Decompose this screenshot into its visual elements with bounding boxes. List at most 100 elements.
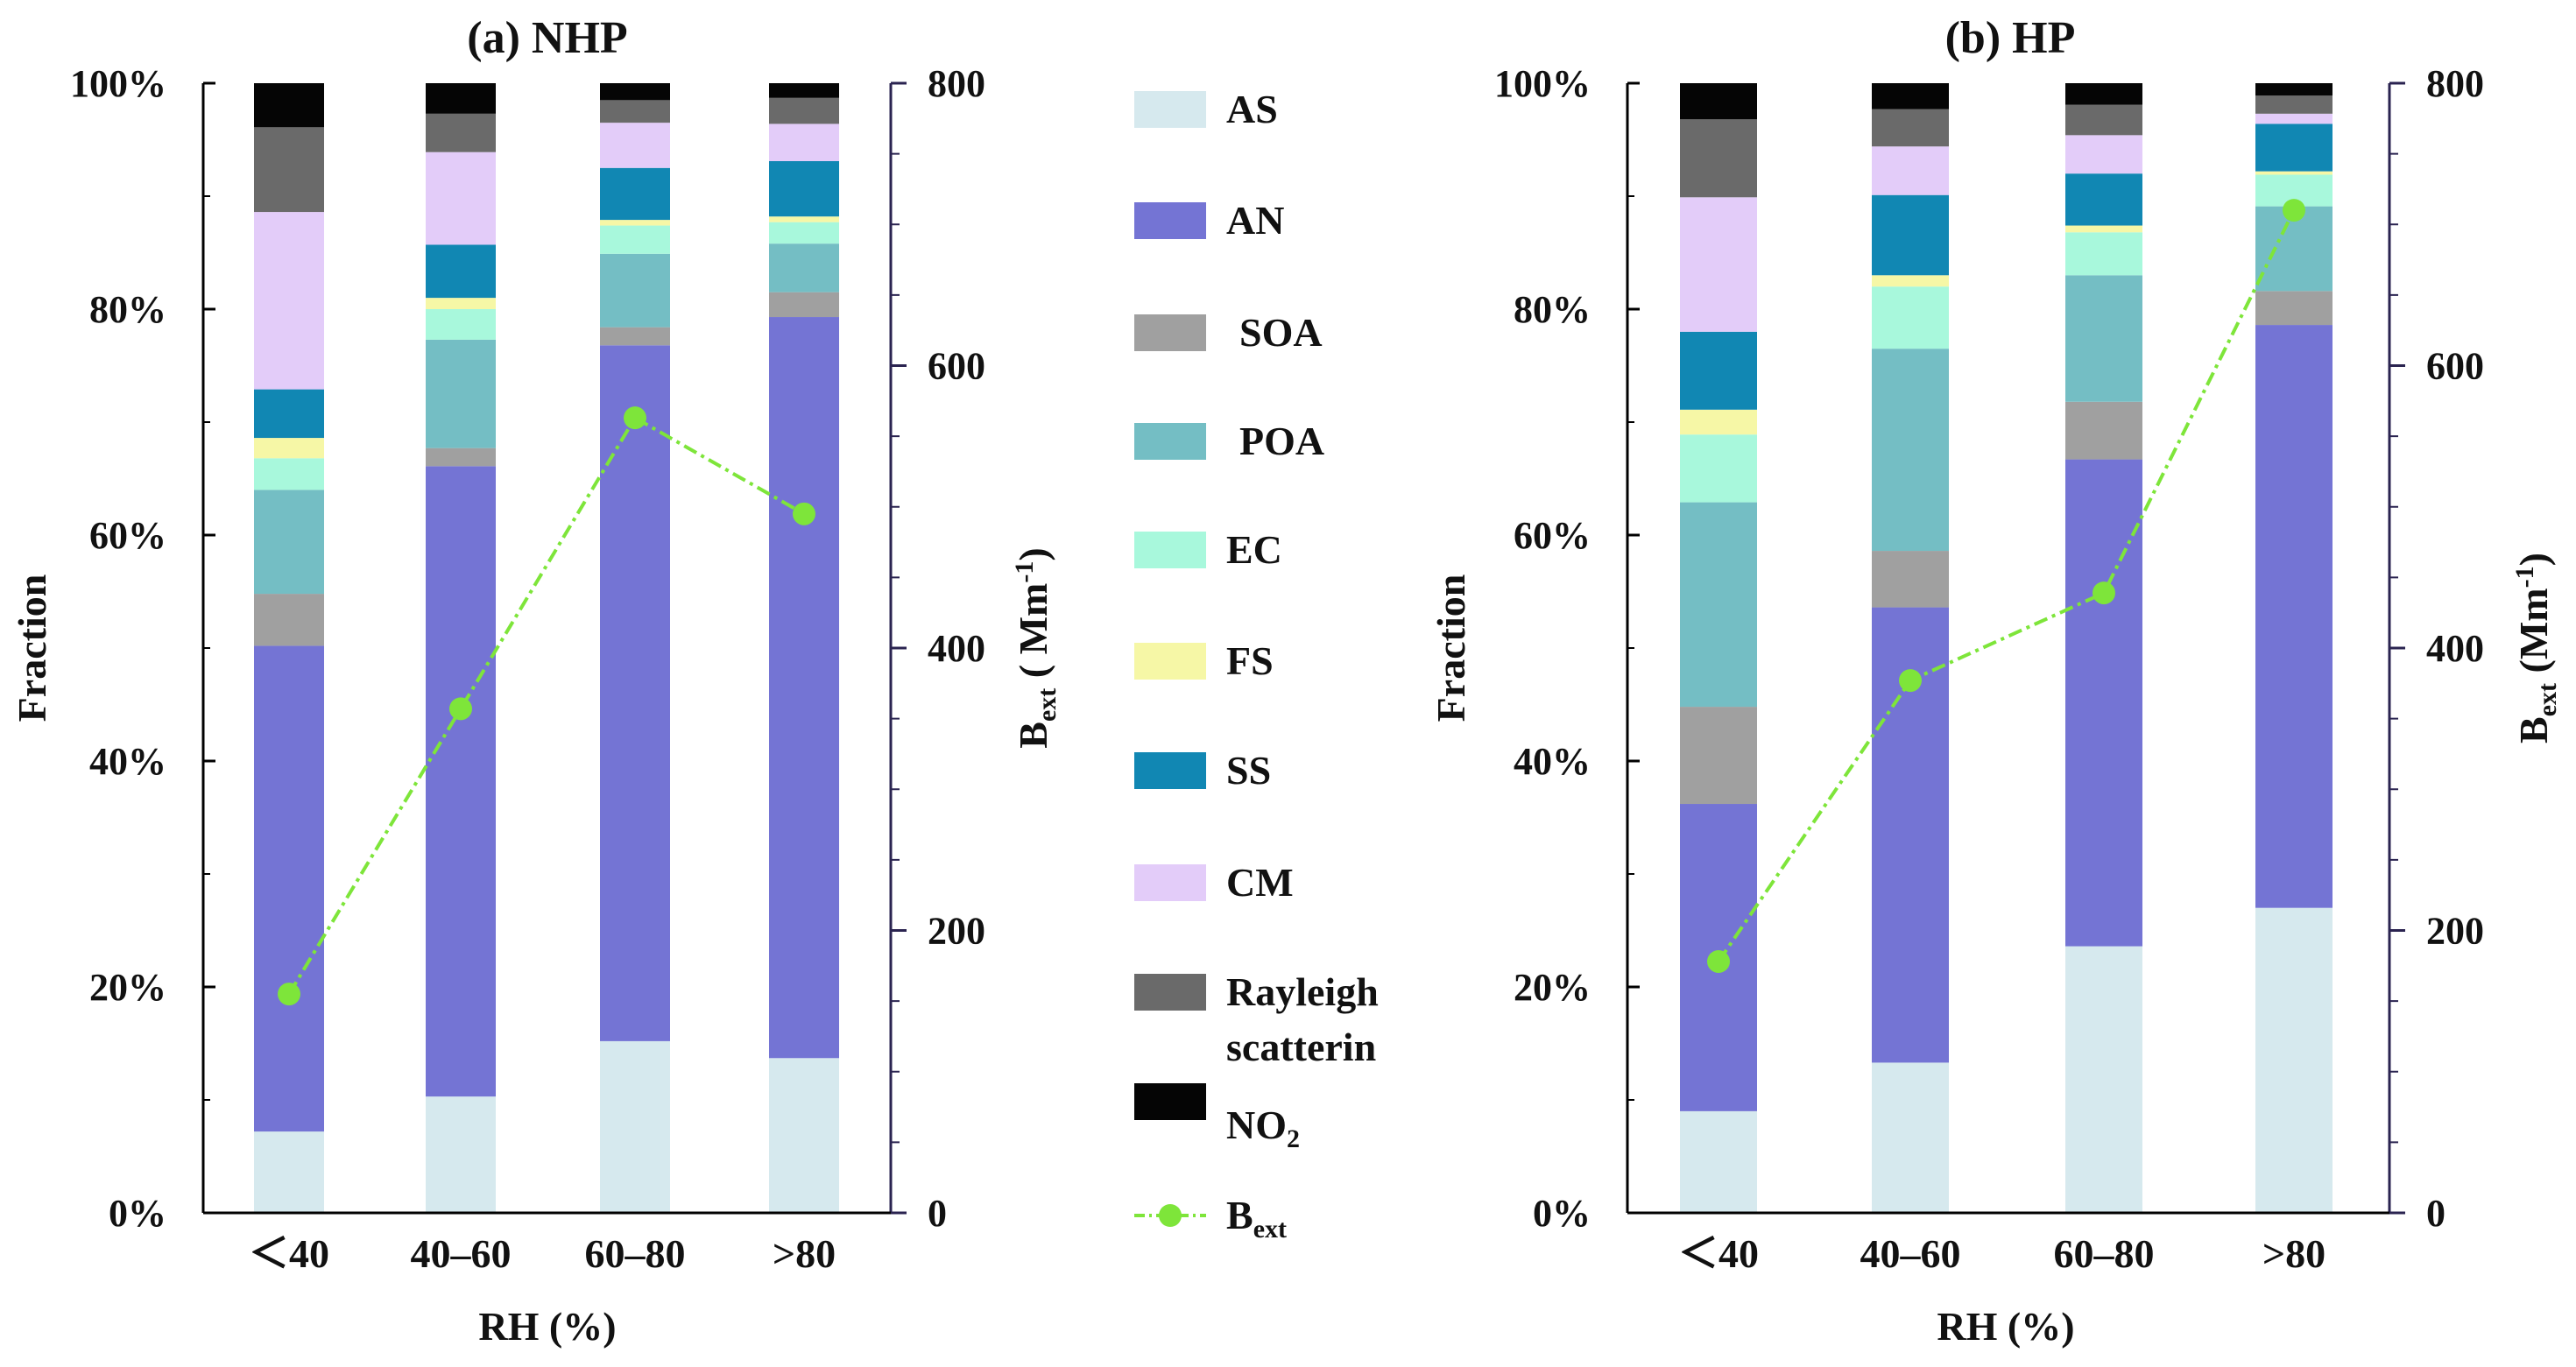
bar-segment-ec-2: [600, 225, 670, 254]
bar-segment-an-2: [600, 345, 670, 1041]
bar-segment-ec-2: [2065, 232, 2142, 276]
bar-segment-rayleigh-2: [600, 100, 670, 123]
bar-segment-soa-0: [254, 594, 324, 646]
y-tick-label: 0%: [1533, 1192, 1591, 1235]
legend-swatch-fs: [1134, 643, 1206, 680]
bext-point-3: [2283, 199, 2305, 222]
legend-label-fs: FS: [1226, 638, 1274, 683]
x-tick-label: 40–60: [1860, 1231, 1961, 1276]
legend-label-as: AS: [1226, 87, 1278, 131]
legend-label-cm: CM: [1226, 860, 1294, 905]
y-tick-label: 40%: [89, 740, 166, 783]
bar-segment-cm-1: [426, 151, 496, 245]
bar-segment-rayleigh-0: [1680, 119, 1757, 198]
y2-tick-label: 0: [928, 1192, 947, 1235]
x-tick-label: 40–60: [411, 1231, 512, 1276]
y2-tick-label: 200: [2426, 910, 2484, 953]
y2-tick-label: 400: [2426, 627, 2484, 670]
bar-segment-soa-2: [2065, 401, 2142, 460]
legend-swatch-ec: [1134, 532, 1206, 568]
bar-segment-soa-0: [1680, 707, 1757, 805]
bar-segment-cm-0: [1680, 197, 1757, 332]
bar-segment-soa-2: [600, 327, 670, 346]
legend-swatch-soa: [1134, 314, 1206, 351]
legend-swatch-ss: [1134, 752, 1206, 789]
y2-label-rest: (Mm: [2511, 588, 2556, 683]
legend-label-soa: SOA: [1239, 310, 1323, 355]
y2-axis-label: Bext ( Mm-1): [1010, 547, 1062, 748]
x-tick-label: 60–80: [2054, 1231, 2155, 1276]
x-axis-label: RH (%): [1937, 1304, 2074, 1349]
legend-label-poa: POA: [1239, 419, 1324, 463]
bar-segment-no2-1: [1872, 83, 1949, 109]
bext-point-3: [793, 502, 815, 525]
bar-segment-fs-1: [426, 298, 496, 309]
bar-segment-ec-1: [1872, 286, 1949, 349]
bar-segment-ss-0: [254, 389, 324, 439]
legend-label-bext: Bext: [1226, 1193, 1287, 1244]
bar-segment-fs-2: [2065, 225, 2142, 233]
y-tick-label: 0%: [109, 1192, 166, 1235]
legend-label-rayleigh: Rayleigh: [1226, 969, 1379, 1014]
panel-nhp: (a) NHP 0% 20% 40% 60% 80% 100% 0 200 400 600 800 ＜4…: [10, 13, 1062, 1349]
legend: AS AN SOA POA EC FS SS CM Rayleigh scatterin NO2 Be…: [1134, 87, 1379, 1244]
bar-segment-an-3: [769, 317, 839, 1059]
legend-label-ss: SS: [1226, 748, 1271, 793]
y-tick-label: 60%: [1514, 514, 1591, 557]
bar-segment-rayleigh-1: [426, 113, 496, 152]
bext-point-0: [1707, 949, 1730, 973]
bext-point-2: [624, 406, 646, 430]
y2-label-sup: -1: [2510, 566, 2539, 588]
bar-segment-no2-1: [426, 83, 496, 114]
bar-segment-soa-3: [769, 292, 839, 318]
bar-segment-fs-0: [1680, 409, 1757, 435]
bar-segment-an-1: [426, 466, 496, 1097]
y2-tick-label: 800: [2426, 62, 2484, 105]
y-tick-label: 100%: [1494, 62, 1591, 105]
bar-segment-poa-3: [769, 243, 839, 292]
bar-segment-as-3: [2255, 907, 2333, 1213]
y-tick-label: 40%: [1514, 740, 1591, 783]
bar-segment-rayleigh-2: [2065, 104, 2142, 136]
bar-segment-soa-1: [426, 447, 496, 467]
bar-segment-rayleigh-0: [254, 127, 324, 213]
bar-segment-ec-1: [426, 309, 496, 340]
y-axis-label: Fraction: [10, 574, 54, 722]
bar-segment-soa-1: [1872, 551, 1949, 608]
bext-line: [287, 415, 805, 996]
bar-segment-as-0: [1680, 1110, 1757, 1213]
bar-segment-an-2: [2065, 459, 2142, 947]
bar-segment-fs-3: [2255, 171, 2333, 175]
bar-segment-poa-2: [600, 253, 670, 328]
bar-segment-as-0: [254, 1131, 324, 1213]
y2-axis-label: Bext (Mm-1): [2510, 553, 2562, 743]
x-axis-label: RH (%): [478, 1304, 616, 1349]
chart-title: (a) NHP: [467, 13, 627, 63]
x-tick-label: >80: [2262, 1231, 2325, 1276]
bext-series: [1707, 199, 2305, 973]
y-tick-label: 100%: [70, 62, 166, 105]
bar-segment-poa-1: [426, 339, 496, 448]
y-tick-label: 80%: [1514, 288, 1591, 331]
bar-segment-fs-0: [254, 438, 324, 459]
bar-segment-no2-2: [600, 83, 670, 101]
y-axis-label: Fraction: [1429, 574, 1473, 722]
legend-label-an: AN: [1226, 198, 1284, 243]
bar-segment-ss-1: [1872, 194, 1949, 276]
y2-label-main: B: [1011, 722, 1055, 749]
y2-label-rest: ( Mm: [1011, 583, 1055, 688]
y2-label-end: ): [2511, 553, 2556, 566]
bar-segment-an-3: [2255, 325, 2333, 908]
legend-label-sub: 2: [1287, 1124, 1300, 1153]
bar-segment-rayleigh-3: [769, 97, 839, 124]
legend-swatch-cm: [1134, 864, 1206, 901]
bar-segment-ss-0: [1680, 331, 1757, 410]
bar-segment-cm-0: [254, 212, 324, 390]
bext-line: [1717, 209, 2296, 963]
x-tick-label: ＜40: [1678, 1231, 1759, 1276]
legend-label-main: NO: [1226, 1103, 1287, 1147]
bext-point-1: [1899, 669, 1922, 693]
legend-bext-sub: ext: [1253, 1215, 1287, 1244]
bext-point-0: [278, 983, 300, 1006]
